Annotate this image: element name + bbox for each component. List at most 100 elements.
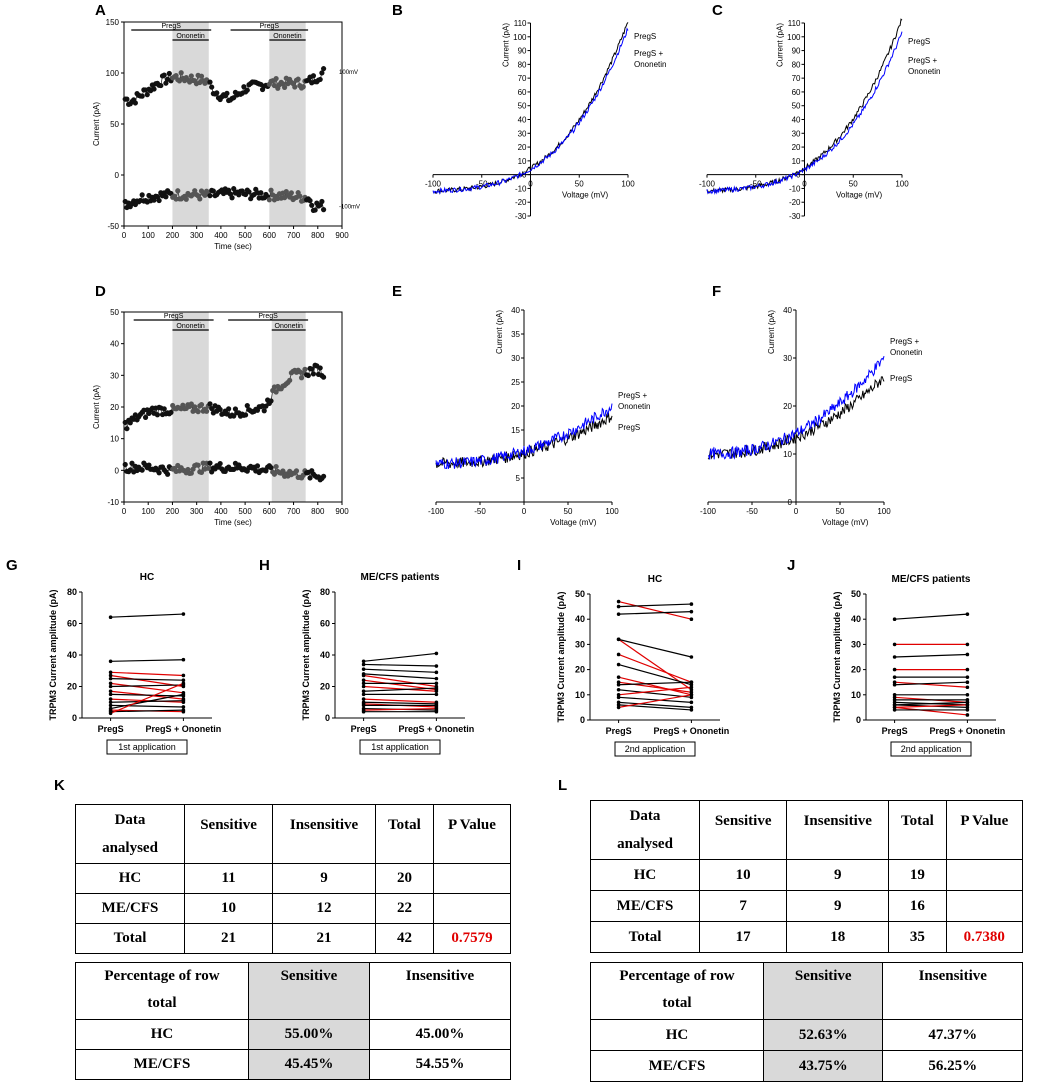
data-point [188, 73, 194, 79]
pair-line [618, 701, 692, 708]
table-header-row: Percentage of row total Sensitive Insensiti… [590, 962, 1023, 1020]
table-header-cell: Insensitive [368, 962, 512, 1020]
pair-point [616, 662, 621, 667]
y-tick-label: 20 [320, 682, 330, 692]
data-point [154, 194, 161, 200]
data-point [280, 468, 286, 474]
data-point [320, 207, 327, 213]
pair-point [892, 700, 897, 705]
trace-label: PregS + [618, 391, 647, 400]
trace-label: Ononetin [618, 402, 650, 411]
data-point [156, 197, 162, 204]
y-tick-label: 150 [106, 18, 120, 27]
y-tick-label: 0 [115, 466, 120, 475]
table-cell: 10 [698, 859, 788, 891]
y-tick-label: 50 [851, 589, 861, 599]
table-row: HC 55.00% 45.00% [75, 1019, 512, 1050]
table-k-summary: Data analysed Sensitive Insensitive Total P V… [75, 804, 512, 954]
x-tick-label: -100 [700, 507, 717, 516]
pair-line [618, 676, 692, 696]
table-header-cell: Total [374, 804, 434, 864]
pair-line [363, 673, 437, 680]
pair-point [108, 692, 113, 697]
pair-point [689, 602, 694, 606]
header-text: Percentage of row [104, 968, 220, 984]
data-point [207, 79, 213, 85]
x-tick-label: 100 [621, 180, 635, 189]
pair-point [108, 689, 113, 694]
table-cell: 12 [272, 893, 376, 924]
header-text: Data [114, 812, 146, 828]
data-point [273, 463, 279, 470]
x-axis-label: Voltage (mV) [836, 191, 883, 200]
data-point [161, 72, 167, 78]
category-label: PregS + Ononetin [930, 726, 1006, 736]
y-tick-label: 40 [110, 340, 119, 349]
y-axis-label: Current (pA) [776, 23, 785, 67]
data-point [254, 463, 261, 469]
application-box [359, 739, 441, 755]
data-point [273, 389, 279, 395]
pair-point [616, 693, 621, 697]
application-box [106, 739, 188, 755]
table-cell: HC [590, 859, 700, 891]
table-cell: ME/CFS [590, 1050, 764, 1082]
pair-line [363, 701, 437, 705]
table-cell: 18 [786, 921, 890, 953]
x-tick-label: 50 [849, 180, 858, 189]
trace-label: Ononetin [890, 348, 922, 357]
table-header-row: Percentage of row total Sensitive Insensiti… [75, 962, 512, 1020]
table-cell: 9 [786, 890, 890, 922]
pair-line [363, 685, 437, 692]
data-point [244, 403, 250, 409]
table-cell: 17 [698, 921, 788, 953]
pair-line [618, 694, 692, 708]
data-point [307, 198, 313, 204]
data-point [185, 466, 191, 473]
pair-point [892, 705, 897, 710]
pair-line [618, 681, 692, 686]
pair-point [689, 687, 694, 692]
y-tick-label: 40 [792, 116, 801, 125]
panel-letter-l: L [558, 777, 568, 794]
data-point [154, 412, 161, 418]
data-point [320, 374, 327, 380]
chart-title: ME/CFS patients [361, 572, 440, 583]
y-tick-label: 40 [67, 650, 77, 660]
panel-letter-h: H [259, 557, 270, 574]
y-tick-label: 5 [516, 474, 521, 483]
pair-point [689, 700, 694, 705]
pair-point [616, 612, 621, 616]
data-point [281, 84, 288, 90]
pair-line [894, 681, 968, 686]
data-point [297, 193, 303, 199]
x-tick-label: 0 [122, 231, 127, 240]
pair-point [892, 698, 897, 702]
table-row: ME/CFS 45.45% 54.55% [75, 1049, 512, 1080]
pair-point [965, 705, 970, 710]
pair-line [110, 613, 184, 618]
panel-letter-e: E [392, 283, 403, 300]
table-cell: 43.75% [762, 1050, 884, 1082]
pair-point [361, 709, 366, 714]
data-point [198, 402, 205, 408]
pair-point [108, 697, 113, 701]
pair-point [616, 705, 621, 710]
x-tick-label: 900 [335, 231, 349, 240]
table-cell: 0.7380 [945, 921, 1024, 953]
data-point [298, 375, 305, 381]
data-point [139, 93, 145, 99]
table-cell: 21 [183, 923, 274, 954]
data-point [319, 198, 325, 205]
pair-line [894, 706, 968, 716]
data-point [195, 462, 201, 468]
x-tick-label: -100 [428, 507, 445, 516]
pair-point [108, 700, 113, 705]
y-tick-label: 60 [518, 88, 527, 97]
data-point [209, 84, 215, 90]
x-tick-label: -50 [746, 507, 758, 516]
chart-title: HC [140, 572, 154, 583]
pair-point [892, 680, 897, 684]
x-tick-label: 100 [142, 231, 156, 240]
y-tick-label: 80 [518, 60, 527, 69]
